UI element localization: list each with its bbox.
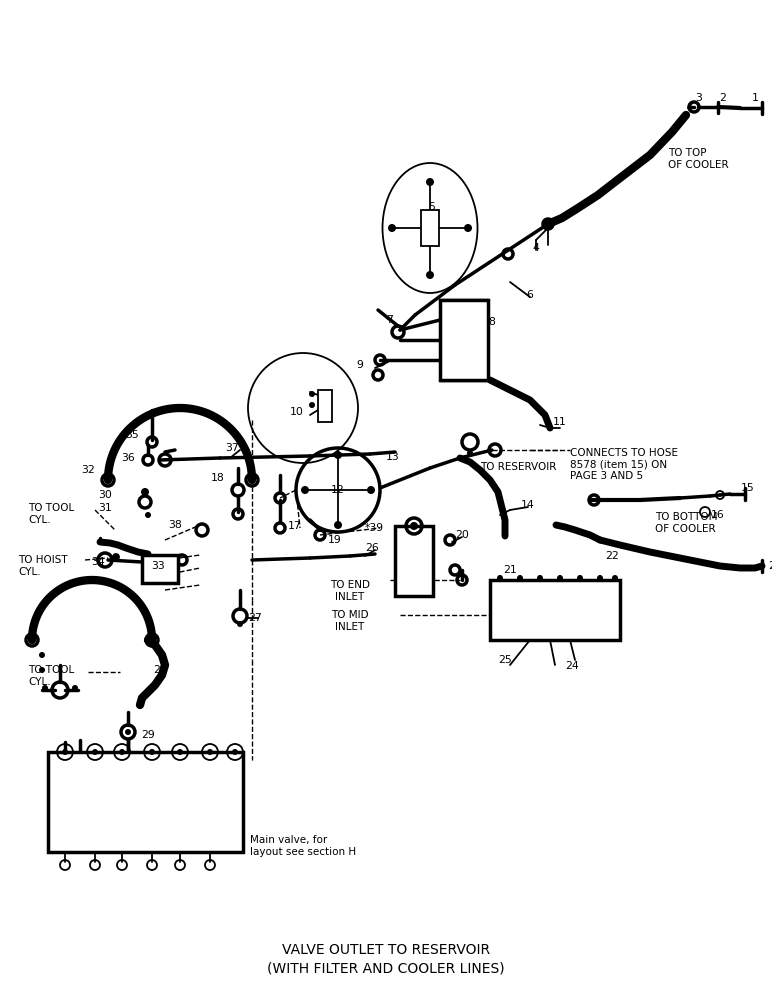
Circle shape: [207, 749, 213, 755]
Text: 34: 34: [91, 557, 105, 567]
Text: TO MID
INLET: TO MID INLET: [331, 610, 369, 632]
Circle shape: [119, 749, 125, 755]
Text: 6: 6: [527, 290, 533, 300]
Circle shape: [577, 575, 583, 581]
Circle shape: [113, 554, 119, 560]
Text: 19: 19: [328, 535, 342, 545]
Bar: [490, 580, 620, 640]
Circle shape: [72, 685, 78, 691]
Text: 7: 7: [387, 315, 394, 325]
Text: TO HOIST
CYL.: TO HOIST CYL.: [18, 555, 68, 577]
Text: 26: 26: [365, 543, 379, 553]
Text: (WITH FILTER AND COOLER LINES): (WITH FILTER AND COOLER LINES): [267, 961, 505, 975]
Text: 3: 3: [696, 93, 703, 103]
Text: 16: 16: [711, 510, 725, 520]
Text: 30: 30: [98, 490, 112, 500]
Text: 24: 24: [565, 661, 579, 671]
Text: 5: 5: [428, 202, 435, 212]
Circle shape: [388, 224, 396, 232]
Circle shape: [42, 685, 48, 691]
Text: TO TOOL
CYL.: TO TOOL CYL.: [28, 665, 74, 687]
Text: 36: 36: [121, 453, 135, 463]
Text: 8: 8: [489, 317, 496, 327]
Text: 9: 9: [357, 360, 364, 370]
Text: TO TOOL
CYL.: TO TOOL CYL.: [28, 503, 74, 525]
Text: 14: 14: [521, 500, 535, 510]
Text: 2: 2: [720, 93, 726, 103]
Text: 20: 20: [455, 530, 469, 540]
Text: 25: 25: [498, 655, 512, 665]
Text: VALVE OUTLET TO RESERVOIR: VALVE OUTLET TO RESERVOIR: [282, 943, 490, 957]
Circle shape: [557, 575, 563, 581]
Text: 1: 1: [752, 93, 758, 103]
Circle shape: [612, 575, 618, 581]
Text: 28: 28: [153, 665, 167, 675]
Circle shape: [232, 749, 238, 755]
Circle shape: [464, 224, 472, 232]
Circle shape: [125, 729, 131, 735]
Circle shape: [410, 522, 418, 530]
Circle shape: [426, 271, 434, 279]
Text: 31: 31: [98, 503, 112, 513]
Text: 15: 15: [741, 483, 755, 493]
Circle shape: [467, 450, 473, 456]
Text: 10: 10: [290, 407, 304, 417]
Circle shape: [92, 749, 98, 755]
Circle shape: [597, 575, 603, 581]
Text: 21: 21: [503, 565, 517, 575]
Text: 11: 11: [553, 417, 567, 427]
Text: CONNECTS TO HOSE
8578 (item 15) ON
PAGE 3 AND 5: CONNECTS TO HOSE 8578 (item 15) ON PAGE …: [570, 448, 678, 481]
Text: 17: 17: [288, 521, 302, 531]
Bar: [142, 555, 178, 583]
Text: 12: 12: [331, 485, 345, 495]
Circle shape: [62, 749, 68, 755]
Circle shape: [141, 488, 149, 496]
Text: *39: *39: [364, 523, 384, 533]
Circle shape: [537, 575, 543, 581]
Circle shape: [309, 402, 315, 408]
Text: TO BOTTOM
OF COOLER: TO BOTTOM OF COOLER: [655, 512, 717, 534]
Circle shape: [149, 749, 155, 755]
Text: 37: 37: [225, 443, 239, 453]
Circle shape: [39, 667, 45, 673]
Circle shape: [145, 512, 151, 518]
Text: 33: 33: [151, 561, 165, 571]
Text: TO TOP
OF COOLER: TO TOP OF COOLER: [668, 148, 729, 170]
Text: 35: 35: [125, 430, 139, 440]
Text: TO RESERVOIR: TO RESERVOIR: [480, 462, 557, 472]
Circle shape: [517, 575, 523, 581]
Circle shape: [237, 621, 243, 627]
Circle shape: [334, 521, 342, 529]
Circle shape: [39, 652, 45, 658]
Text: Main valve, for
layout see section H: Main valve, for layout see section H: [250, 835, 356, 857]
Bar: [48, 752, 243, 852]
Circle shape: [334, 451, 342, 459]
Text: 18: 18: [211, 473, 225, 483]
Circle shape: [497, 575, 503, 581]
Text: 27: 27: [248, 613, 262, 623]
Text: 4: 4: [533, 243, 540, 253]
Text: 29: 29: [141, 730, 155, 740]
Text: 23: 23: [768, 561, 772, 571]
Text: 13: 13: [386, 452, 400, 462]
Bar: [318, 390, 332, 422]
Text: TO END
INLET: TO END INLET: [330, 580, 370, 602]
Text: 38: 38: [168, 520, 182, 530]
Text: 32: 32: [81, 465, 95, 475]
Circle shape: [301, 486, 309, 494]
Bar: [395, 526, 433, 596]
Circle shape: [426, 178, 434, 186]
Circle shape: [367, 486, 375, 494]
Circle shape: [177, 749, 183, 755]
Bar: [421, 210, 439, 246]
Bar: [440, 300, 488, 380]
Circle shape: [309, 391, 315, 397]
Text: 22: 22: [605, 551, 619, 561]
